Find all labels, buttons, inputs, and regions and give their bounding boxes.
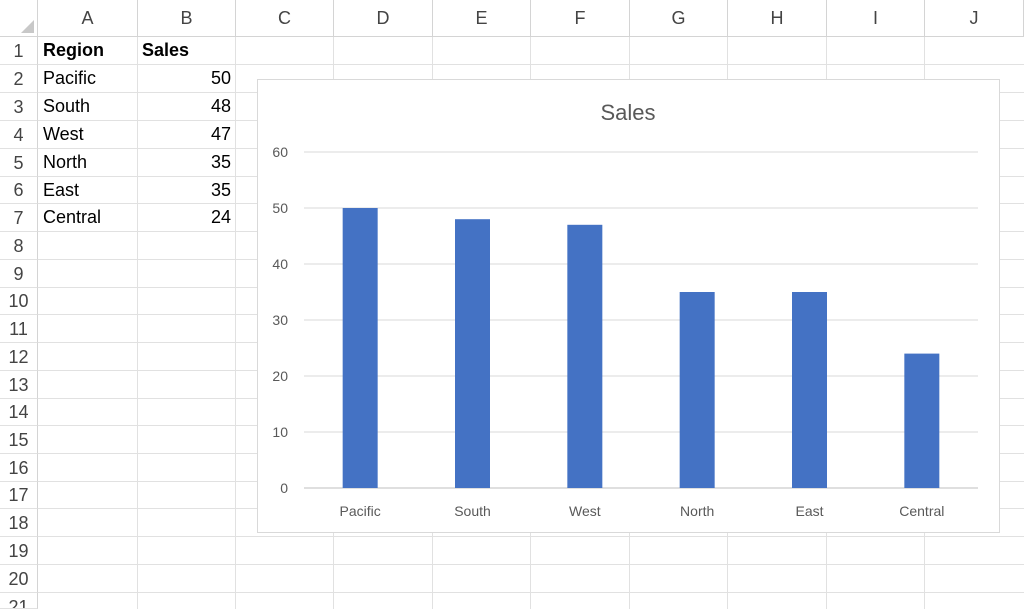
row-header-19[interactable]: 19 bbox=[0, 537, 38, 565]
cell-a2[interactable]: Pacific bbox=[43, 68, 97, 88]
cell-a1[interactable]: Region bbox=[43, 40, 104, 60]
chart-canvas: Sales 0 10 20 30 40 50 60 Pacific South West Nort… bbox=[272, 100, 978, 519]
gridlines bbox=[304, 151, 978, 489]
bar-north[interactable] bbox=[679, 292, 715, 488]
select-all-corner[interactable] bbox=[0, 0, 38, 37]
y-tick-label: 10 bbox=[272, 424, 288, 440]
row-header-2[interactable]: 2 bbox=[0, 65, 38, 93]
cell-a6[interactable]: East bbox=[43, 180, 80, 200]
bar-south[interactable] bbox=[455, 219, 490, 488]
x-axis-labels: Pacific South West North East Central bbox=[340, 503, 945, 519]
bar-pacific[interactable] bbox=[342, 208, 378, 488]
cell-b2[interactable]: 50 bbox=[210, 68, 231, 88]
row-header-7[interactable]: 7 bbox=[0, 204, 38, 232]
row-header-9[interactable]: 9 bbox=[0, 260, 38, 288]
cell-b1[interactable]: Sales bbox=[142, 40, 190, 60]
cell-a5[interactable]: North bbox=[43, 152, 88, 172]
row-header-17[interactable]: 17 bbox=[0, 482, 38, 509]
row-header-18[interactable]: 18 bbox=[0, 509, 38, 537]
x-tick-label: Central bbox=[899, 503, 944, 519]
column-header-i[interactable]: I bbox=[827, 0, 925, 37]
row-header-5[interactable]: 5 bbox=[0, 149, 38, 177]
y-tick-label: 20 bbox=[272, 368, 288, 384]
column-header-h[interactable]: H bbox=[728, 0, 827, 37]
y-axis-labels: 0 10 20 30 40 50 60 bbox=[272, 144, 288, 496]
cell-b3[interactable]: 48 bbox=[210, 96, 231, 116]
row-header-21[interactable]: 21 bbox=[0, 593, 38, 609]
select-all-triangle-icon bbox=[21, 20, 34, 33]
x-tick-label: North bbox=[680, 503, 714, 519]
row-header-10[interactable]: 10 bbox=[0, 288, 38, 315]
y-tick-label: 60 bbox=[272, 144, 288, 160]
row-header-11[interactable]: 11 bbox=[0, 315, 38, 343]
sales-chart[interactable]: Sales 0 10 20 30 40 50 60 Pacific South West Nort… bbox=[257, 79, 1000, 533]
column-header-c[interactable]: C bbox=[236, 0, 334, 37]
x-tick-label: South bbox=[454, 503, 491, 519]
y-tick-label: 40 bbox=[272, 256, 288, 272]
column-header-f[interactable]: F bbox=[531, 0, 630, 37]
column-header-e[interactable]: E bbox=[433, 0, 531, 37]
column-header-d[interactable]: D bbox=[334, 0, 433, 37]
column-header-b[interactable]: B bbox=[138, 0, 236, 37]
x-tick-label: East bbox=[795, 503, 823, 519]
cell-a7[interactable]: Central bbox=[43, 207, 102, 227]
cell-b5[interactable]: 35 bbox=[210, 152, 231, 172]
column-header-g[interactable]: G bbox=[630, 0, 728, 37]
x-tick-label: West bbox=[569, 503, 601, 519]
y-tick-label: 30 bbox=[272, 312, 288, 328]
cell-a3[interactable]: South bbox=[43, 96, 91, 116]
cell-a4[interactable]: West bbox=[43, 124, 84, 144]
row-header-20[interactable]: 20 bbox=[0, 565, 38, 593]
row-header-8[interactable]: 8 bbox=[0, 232, 38, 260]
bar-east[interactable] bbox=[792, 292, 827, 488]
bar-central[interactable] bbox=[904, 353, 940, 488]
y-tick-label: 0 bbox=[280, 480, 288, 496]
row-header-12[interactable]: 12 bbox=[0, 343, 38, 371]
row-header-3[interactable]: 3 bbox=[0, 93, 38, 121]
x-tick-label: Pacific bbox=[340, 503, 381, 519]
row-header-16[interactable]: 16 bbox=[0, 454, 38, 482]
cell-b7[interactable]: 24 bbox=[210, 207, 231, 227]
row-header-1[interactable]: 1 bbox=[0, 37, 38, 65]
chart-title[interactable]: Sales bbox=[600, 100, 655, 125]
y-tick-label: 50 bbox=[272, 200, 288, 216]
row-header-6[interactable]: 6 bbox=[0, 177, 38, 204]
row-header-14[interactable]: 14 bbox=[0, 399, 38, 426]
cell-b4[interactable]: 47 bbox=[210, 124, 231, 144]
column-header-a[interactable]: A bbox=[38, 0, 138, 37]
column-header-j[interactable]: J bbox=[925, 0, 1024, 37]
row-header-4[interactable]: 4 bbox=[0, 121, 38, 149]
bar-series[interactable] bbox=[342, 208, 940, 489]
row-header-15[interactable]: 15 bbox=[0, 426, 38, 454]
bar-west[interactable] bbox=[567, 224, 603, 489]
row-header-13[interactable]: 13 bbox=[0, 371, 38, 399]
cell-b6[interactable]: 35 bbox=[210, 180, 231, 200]
